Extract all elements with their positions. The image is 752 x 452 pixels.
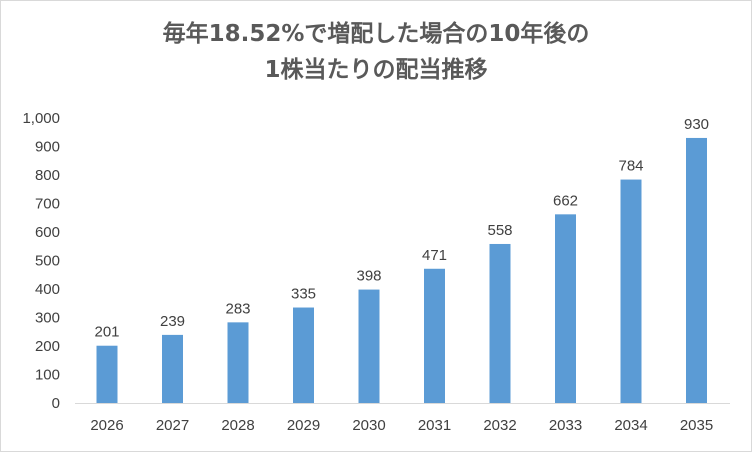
y-tick-label: 400	[35, 281, 60, 298]
chart-title-line-2: 1株当たりの配当推移	[264, 57, 488, 83]
y-tick-label: 0	[52, 395, 60, 412]
x-tick-label: 2027	[156, 417, 189, 434]
bar	[293, 307, 314, 403]
bar	[162, 334, 183, 403]
data-label: 662	[553, 192, 578, 209]
y-tick-label: 500	[35, 253, 60, 270]
bar	[227, 322, 249, 403]
x-tick-label: 2033	[549, 417, 582, 434]
data-label: 201	[94, 324, 119, 341]
data-label: 784	[618, 158, 643, 175]
x-tick-label: 2029	[287, 417, 320, 434]
data-label: 283	[225, 300, 250, 317]
y-tick-label: 600	[35, 224, 60, 241]
bar	[96, 345, 118, 403]
x-tick-label: 2034	[614, 417, 647, 434]
data-label: 558	[487, 222, 512, 239]
data-label: 335	[291, 286, 316, 303]
data-label: 930	[684, 116, 709, 133]
x-tick-label: 2032	[483, 417, 516, 434]
data-label: 239	[160, 313, 185, 330]
chart-title: 毎年18.52%で増配した場合の10年後の 1株当たりの配当推移	[0, 16, 752, 88]
x-tick-label: 2031	[418, 417, 451, 434]
bar	[424, 268, 445, 403]
x-tick-label: 2026	[90, 417, 123, 434]
bar	[489, 243, 511, 403]
bar	[686, 137, 707, 403]
y-tick-label: 200	[35, 338, 60, 355]
x-tick-label: 2028	[221, 417, 254, 434]
x-tick-label: 2035	[680, 417, 713, 434]
y-tick-label: 1,000	[22, 110, 60, 127]
y-tick-label: 100	[35, 367, 60, 384]
y-tick-label: 300	[35, 310, 60, 327]
chart-title-line-1: 毎年18.52%で増配した場合の10年後の	[162, 21, 590, 47]
bar	[358, 289, 380, 403]
data-label: 471	[422, 247, 447, 264]
y-tick-label: 900	[35, 139, 60, 156]
bar	[620, 179, 642, 403]
bar	[555, 214, 576, 403]
y-tick-label: 800	[35, 167, 60, 184]
y-tick-label: 700	[35, 196, 60, 213]
x-tick-label: 2030	[352, 417, 385, 434]
data-label: 398	[356, 268, 381, 285]
